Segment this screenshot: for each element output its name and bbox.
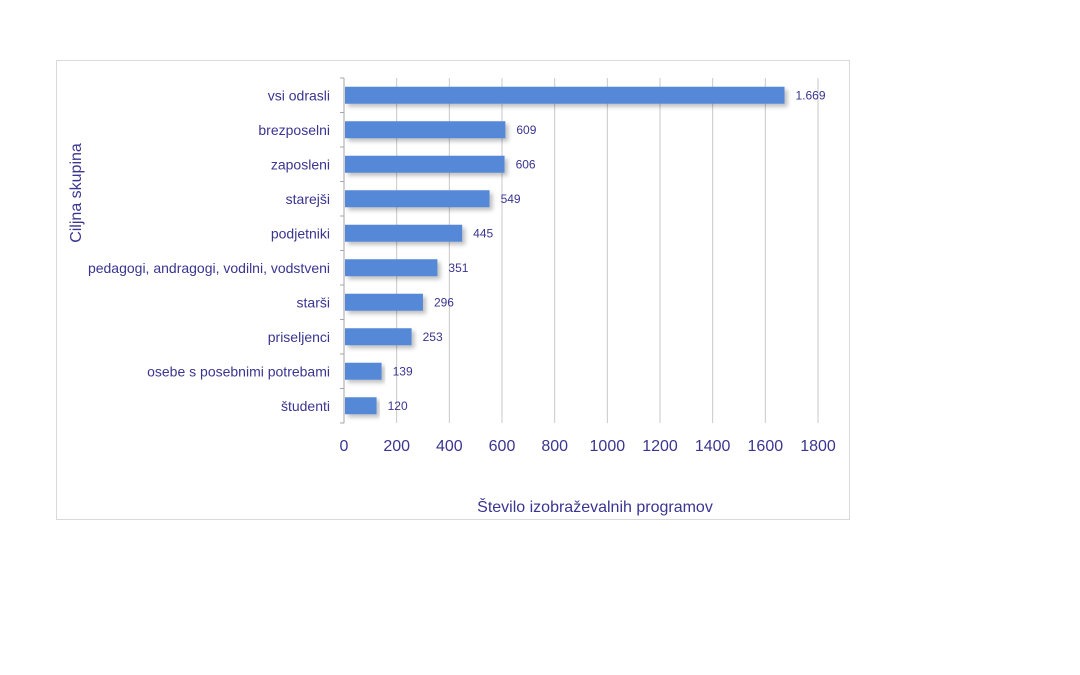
bar	[345, 293, 423, 311]
category-label: starejši	[286, 191, 330, 207]
x-tick-label: 1800	[800, 438, 836, 455]
x-tick-label: 800	[541, 438, 568, 455]
data-label: 253	[423, 330, 443, 344]
bar	[345, 155, 505, 173]
category-label: brezposelni	[258, 122, 330, 138]
bar	[345, 397, 377, 415]
x-axis-title: Število izobraževalnih programov	[477, 497, 713, 516]
x-tick-label: 1000	[590, 438, 626, 455]
axes	[340, 77, 345, 424]
y-axis-title: Ciljna skupina	[68, 143, 85, 243]
bar	[345, 259, 438, 277]
data-label: 120	[388, 399, 408, 413]
data-label: 139	[393, 364, 413, 378]
category-label: zaposleni	[271, 156, 330, 172]
data-label: 445	[473, 226, 493, 240]
x-tick-label: 0	[340, 438, 349, 455]
bar	[345, 362, 382, 380]
category-label: študenti	[281, 398, 330, 414]
category-label: osebe s posebnimi potrebami	[147, 363, 330, 379]
data-label: 606	[516, 157, 536, 171]
data-label: 1.669	[796, 88, 826, 102]
x-tick-label: 200	[383, 438, 410, 455]
bar	[345, 86, 785, 104]
category-label: starši	[297, 294, 330, 310]
data-label: 549	[501, 192, 521, 206]
bar	[345, 190, 490, 208]
x-tick-label: 400	[436, 438, 463, 455]
category-label: vsi odrasli	[268, 87, 330, 103]
data-label: 351	[448, 261, 468, 275]
bars	[345, 86, 785, 415]
x-tick-label: 1400	[695, 438, 731, 455]
category-label: podjetniki	[271, 225, 330, 241]
x-tick-label: 600	[489, 438, 516, 455]
data-label: 296	[434, 295, 454, 309]
bar	[345, 224, 463, 242]
category-label: pedagogi, andragogi, vodilni, vodstveni	[88, 260, 330, 276]
bar	[345, 328, 412, 346]
bar	[345, 121, 506, 139]
data-label: 609	[516, 123, 536, 137]
x-tick-label: 1200	[642, 438, 678, 455]
labels: 0 200 400 600 800 1000 1200 1400 1600 1800 vsi odr…	[88, 87, 836, 455]
x-tick-label: 1600	[748, 438, 784, 455]
category-label: priseljenci	[268, 329, 330, 345]
